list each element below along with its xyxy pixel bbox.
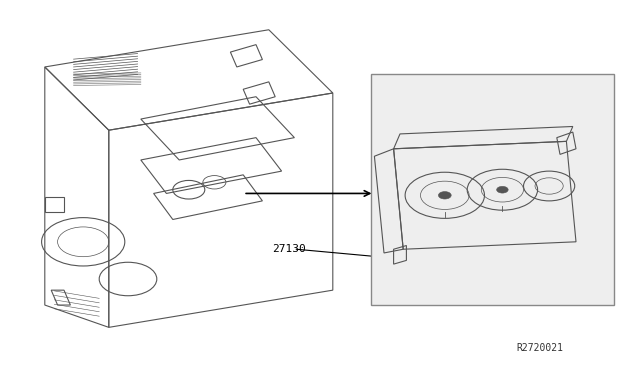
Text: 27130: 27130: [272, 244, 306, 254]
Circle shape: [497, 186, 508, 193]
Circle shape: [438, 192, 451, 199]
Bar: [371, 74, 614, 305]
Text: R2720021: R2720021: [516, 343, 563, 353]
